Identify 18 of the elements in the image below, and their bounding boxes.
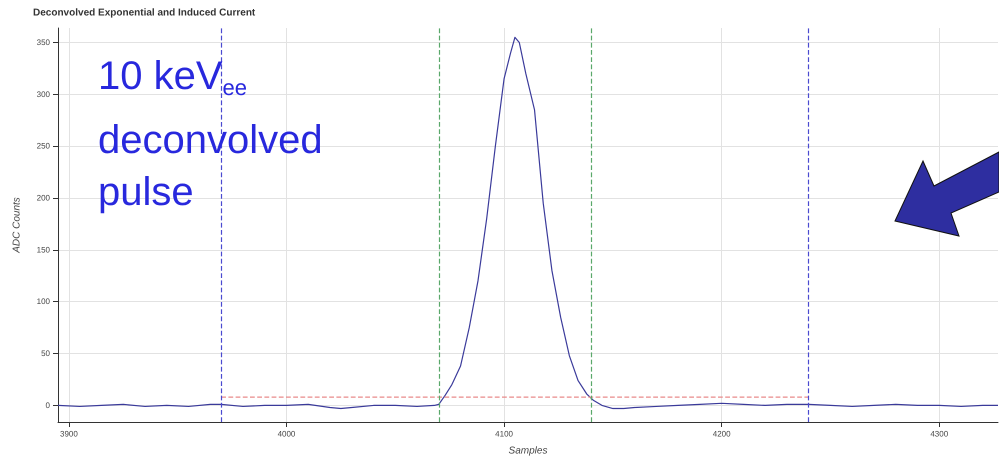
x-tick-label: 3900 [60, 430, 78, 438]
chart-title: Deconvolved Exponential and Induced Current [33, 8, 256, 18]
y-tick-label: 200 [36, 194, 51, 203]
y-tick-label: 0 [46, 400, 51, 410]
y-tick-label: 350 [36, 38, 51, 48]
annotation: 10 keV$_{ee}$ deconvolved pulse [98, 53, 323, 216]
y-tick-label: 50 [41, 349, 51, 358]
x-tick-label: 4100 [495, 430, 514, 438]
y-tick-label: 250 [36, 142, 51, 151]
x-axis-title: Samples [508, 446, 548, 456]
y-tick-label: 100 [36, 297, 51, 306]
x-tick-label: 4300 [930, 430, 949, 438]
x-tick-label: 4000 [278, 430, 296, 438]
y-tick-label: 150 [36, 245, 51, 254]
x-tick-label: 4200 [712, 430, 732, 438]
y-axis-title: ADC Counts [12, 197, 22, 254]
line-series [57, 36, 999, 410]
y-tick-label: 300 [36, 90, 51, 99]
